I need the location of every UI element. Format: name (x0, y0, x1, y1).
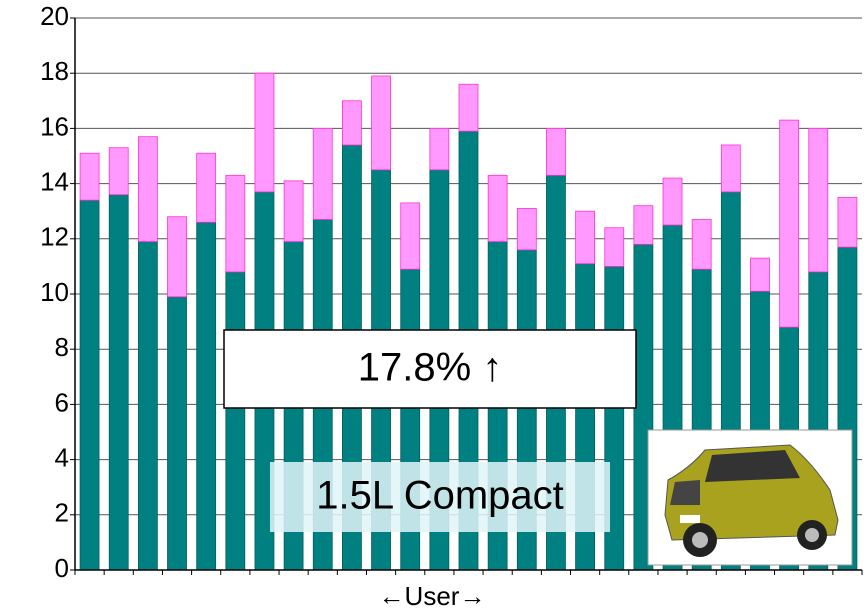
bar-segment (196, 152, 217, 223)
x-axis-label: ←User→ (379, 581, 486, 611)
bar-segment (167, 216, 187, 298)
y-tick-label: 6 (55, 387, 69, 417)
bar-segment (108, 194, 129, 571)
car-image (647, 429, 853, 566)
bar-segment (779, 119, 800, 328)
bar-segment (604, 227, 625, 267)
bar-segment (108, 147, 129, 196)
y-tick-label: 2 (55, 498, 69, 528)
y-tick-label: 10 (40, 277, 69, 307)
y-tick-label: 12 (40, 222, 69, 252)
bar-segment (283, 180, 304, 242)
bar-segment (79, 152, 100, 201)
bar-segment (750, 257, 770, 292)
bar-segment (575, 210, 595, 265)
bar-segment (79, 199, 100, 571)
bar-segment (225, 271, 246, 571)
y-tick-label: 0 (55, 553, 69, 583)
bar-segment (225, 174, 246, 273)
y-tick-label: 8 (55, 332, 69, 362)
bar-segment (546, 127, 566, 176)
annotation-box (223, 329, 637, 409)
bar-segment (371, 75, 391, 171)
bar-segment (429, 127, 450, 171)
bar-segment (691, 219, 712, 270)
y-tick-label: 20 (40, 1, 69, 31)
label-box (270, 462, 610, 532)
y-tick-label: 4 (55, 442, 69, 472)
bar-segment (137, 136, 158, 242)
y-tick-label: 16 (40, 111, 69, 141)
bar-segment (458, 83, 479, 132)
bar-segment (196, 221, 217, 571)
bar-segment (342, 100, 362, 146)
bar-segment (137, 241, 158, 571)
bar-segment (662, 177, 683, 226)
bar-segment (400, 202, 421, 270)
bar-segment (167, 296, 187, 571)
annotation: 17.8% ↑ (358, 346, 503, 390)
bar-segment (254, 72, 275, 193)
bar-segment (837, 196, 858, 248)
bar-segment (633, 205, 654, 245)
annotation: 1.5L Compact (316, 474, 564, 518)
bar-segment (487, 174, 508, 242)
y-tick-label: 14 (40, 166, 69, 196)
bar-segment (720, 144, 741, 193)
overlay: 17.8% ↑ 1.5L Compact (223, 329, 853, 566)
bar-segment (516, 208, 537, 251)
bar-segment (312, 127, 333, 220)
y-tick-label: 18 (40, 56, 69, 86)
bar-segment (808, 127, 829, 273)
